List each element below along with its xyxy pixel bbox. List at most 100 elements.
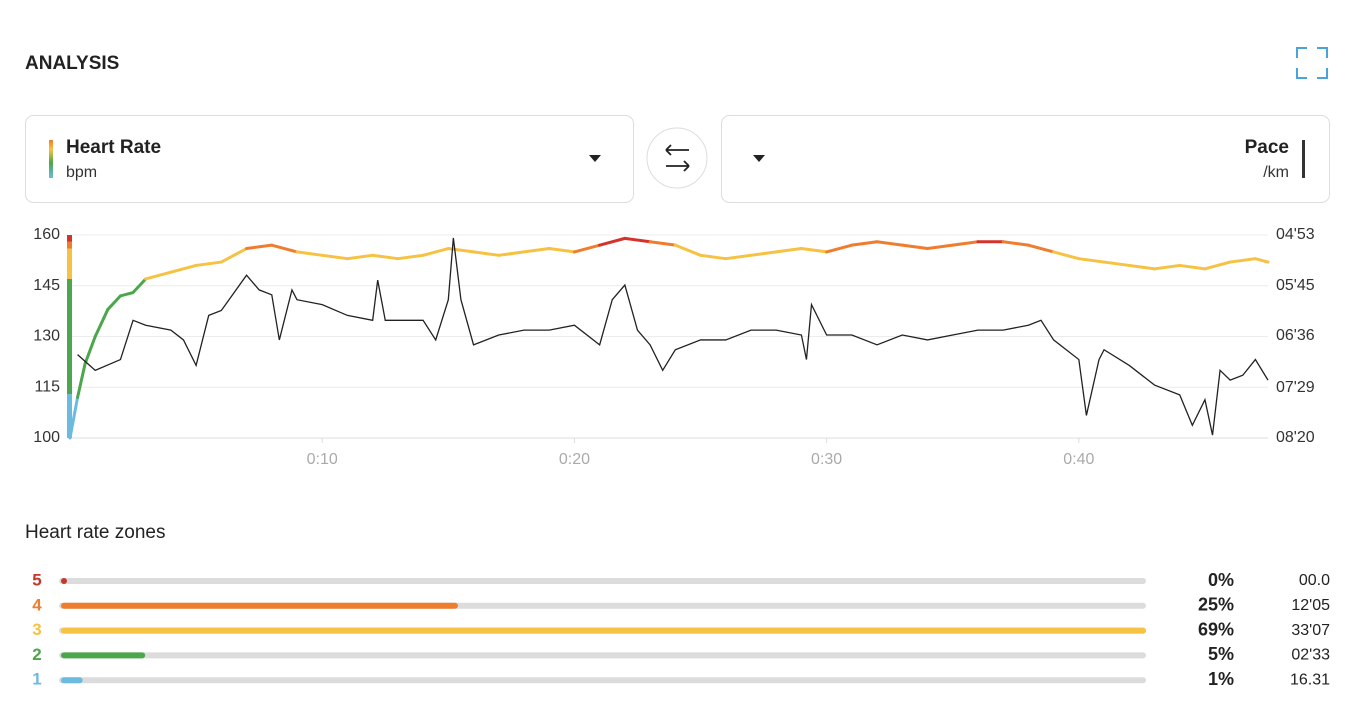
zone-time: 16.31 bbox=[1290, 671, 1330, 688]
hr-line-segment bbox=[1153, 263, 1182, 271]
hr-line-segment bbox=[1203, 260, 1232, 271]
hr-line-segment bbox=[724, 253, 753, 261]
zone-time: 02'33 bbox=[1291, 647, 1330, 664]
hr-line-segment bbox=[749, 250, 778, 257]
hr-line-segment bbox=[572, 243, 602, 254]
hr-line-segment bbox=[1127, 263, 1157, 271]
x-tick-label: 0:10 bbox=[307, 451, 338, 468]
hr-line-segment bbox=[93, 307, 110, 338]
hr-line-segment bbox=[699, 253, 728, 261]
hr-line-segment bbox=[648, 240, 677, 247]
x-tick-label: 0:40 bbox=[1063, 451, 1094, 468]
hr-line-segment bbox=[1102, 260, 1131, 267]
hr-line-segment bbox=[270, 243, 299, 254]
hr-line-segment bbox=[421, 247, 450, 257]
hr-line-segment bbox=[1026, 243, 1056, 254]
y2-tick-label: 04'53 bbox=[1276, 226, 1315, 243]
hr-line-segment bbox=[106, 294, 122, 311]
left-unit: bpm bbox=[66, 164, 97, 181]
zone-band bbox=[67, 241, 72, 249]
hr-line-segment bbox=[396, 253, 425, 261]
right-unit: /km bbox=[1263, 164, 1289, 181]
x-tick-label: 0:30 bbox=[811, 451, 842, 468]
hr-line-segment bbox=[825, 243, 854, 254]
y-tick-label: 100 bbox=[33, 429, 60, 446]
zone-number: 4 bbox=[32, 595, 42, 614]
dropdown-arrow[interactable] bbox=[753, 155, 765, 162]
hr-line-segment bbox=[951, 240, 980, 247]
zone-percent: 0% bbox=[1208, 570, 1234, 590]
zone-band bbox=[67, 278, 72, 395]
hr-line-segment bbox=[900, 243, 930, 251]
zones-title: Heart rate zones bbox=[25, 522, 165, 543]
hr-line-segment bbox=[1253, 257, 1270, 264]
y2-tick-label: 06'36 bbox=[1276, 327, 1315, 344]
zone-number: 2 bbox=[32, 645, 41, 664]
hr-line-segment bbox=[875, 240, 904, 247]
hr-line-segment bbox=[1001, 240, 1030, 247]
hr-line-segment bbox=[799, 247, 829, 254]
zone-percent: 5% bbox=[1208, 644, 1234, 664]
y2-tick-label: 05'45 bbox=[1276, 277, 1315, 294]
y2-tick-label: 08'20 bbox=[1276, 429, 1315, 446]
hr-line-segment bbox=[371, 253, 400, 261]
left-selector[interactable] bbox=[25, 115, 634, 203]
hr-line-segment bbox=[547, 247, 576, 254]
hr-line-segment bbox=[850, 240, 879, 247]
zone-percent: 1% bbox=[1208, 669, 1234, 689]
hr-line-segment bbox=[219, 247, 249, 264]
hr-line-segment bbox=[118, 291, 135, 298]
zone-time: 33'07 bbox=[1291, 622, 1330, 639]
y-tick-label: 160 bbox=[33, 226, 60, 243]
hr-line-segment bbox=[131, 277, 148, 295]
y-tick-label: 115 bbox=[34, 378, 60, 395]
hr-line-segment bbox=[68, 395, 80, 440]
zone-percent: 25% bbox=[1198, 595, 1234, 615]
y-tick-label: 130 bbox=[33, 328, 60, 345]
zone-number: 3 bbox=[32, 620, 41, 639]
expand-icon[interactable] bbox=[1296, 47, 1328, 79]
pace-line bbox=[77, 237, 1269, 436]
hr-line-segment bbox=[169, 263, 198, 274]
title: ANALYSIS bbox=[25, 53, 119, 74]
x-tick-label: 0:20 bbox=[559, 451, 590, 468]
hr-line-segment bbox=[497, 250, 526, 257]
hr-line-segment bbox=[320, 253, 349, 261]
hr-line-segment bbox=[926, 243, 955, 251]
hr-line-segment bbox=[194, 260, 223, 267]
swap-button[interactable] bbox=[646, 127, 708, 189]
zone-time: 00.0 bbox=[1299, 572, 1330, 589]
hr-line-segment bbox=[774, 247, 803, 254]
hr-line-segment bbox=[1052, 250, 1081, 261]
hr-line-segment bbox=[522, 247, 551, 254]
hr-line-segment bbox=[76, 362, 87, 399]
hr-line-segment bbox=[673, 243, 703, 257]
hr-line-segment bbox=[1178, 263, 1207, 271]
zone-band bbox=[67, 235, 72, 242]
hr-line-segment bbox=[1077, 257, 1106, 264]
hr-line-segment bbox=[1228, 257, 1257, 264]
right-metric: Pace bbox=[1245, 137, 1289, 158]
zone-band bbox=[67, 248, 72, 279]
hr-line-segment bbox=[345, 253, 375, 261]
right-selector[interactable] bbox=[721, 115, 1330, 203]
expand-path bbox=[1296, 47, 1328, 79]
hr-line-segment bbox=[245, 243, 274, 251]
hr-line-segment bbox=[295, 250, 324, 257]
zone-number: 5 bbox=[32, 570, 41, 589]
zone-time: 12'05 bbox=[1291, 597, 1330, 614]
y-tick-label: 145 bbox=[33, 277, 60, 294]
swap-icon bbox=[665, 144, 690, 172]
zone-percent: 69% bbox=[1198, 619, 1234, 639]
hr-line-segment bbox=[83, 335, 97, 366]
pace-legend-swatch bbox=[1302, 140, 1305, 178]
hr-line-segment bbox=[472, 250, 501, 257]
zone-band bbox=[67, 394, 72, 438]
y2-tick-label: 07'29 bbox=[1276, 379, 1315, 396]
hr-line-segment bbox=[144, 270, 173, 281]
hr-line-segment bbox=[598, 236, 627, 247]
left-metric: Heart Rate bbox=[66, 137, 161, 158]
dropdown-arrow[interactable] bbox=[589, 155, 601, 162]
